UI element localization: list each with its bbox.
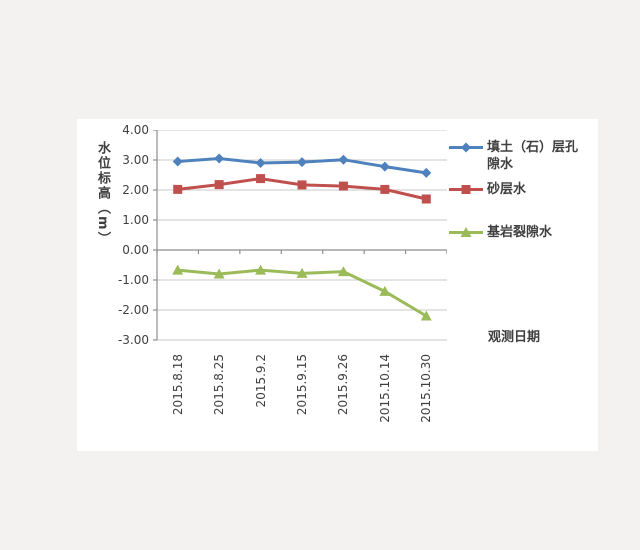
series-diamond (172, 153, 432, 178)
legend-item[interactable]: 基岩裂隙水 (449, 224, 583, 244)
data-point-marker (214, 153, 225, 164)
legend-item[interactable]: 填土（石）层孔隙水 (449, 139, 583, 173)
data-point-marker (461, 185, 471, 194)
chart-panel: 水位标高（m） 4.00 3.00 2.00 1.00 0.00 -1.00 -2.00 -3… (77, 119, 598, 451)
y-tick-label: 2.00 (122, 183, 149, 197)
series-triangle (172, 264, 432, 321)
series-square (173, 174, 431, 204)
data-point-marker (214, 180, 224, 190)
data-point-marker (213, 268, 225, 279)
data-point-marker (296, 267, 308, 278)
data-point-marker (421, 194, 431, 204)
data-point-marker (461, 142, 471, 153)
y-tick-label: -1.00 (117, 273, 149, 287)
y-axis-title: 水位标高（m） (95, 141, 110, 247)
data-point-marker (379, 161, 390, 172)
data-point-marker (379, 285, 391, 296)
y-tick-label: 4.00 (122, 123, 149, 137)
y-tick-label: -2.00 (117, 303, 149, 317)
legend: 填土（石）层孔隙水砂层水基岩裂隙水 (449, 139, 583, 244)
data-point-marker (338, 181, 348, 191)
legend-label: 填土（石）层孔隙水 (487, 140, 579, 172)
data-point-marker (420, 310, 432, 321)
y-tick-label: -3.00 (117, 333, 149, 347)
y-tick-label: 3.00 (122, 153, 149, 167)
data-point-marker (380, 184, 390, 194)
data-point-marker (172, 264, 184, 275)
legend-item[interactable]: 砂层水 (449, 181, 583, 201)
x-axis-title: 观测日期 (488, 330, 541, 345)
legend-square-marker-icon (449, 185, 483, 194)
legend-label: 基岩裂隙水 (487, 225, 553, 240)
data-point-marker (173, 184, 183, 194)
y-tick-label: 1.00 (122, 213, 149, 227)
data-point-marker (421, 167, 432, 178)
data-point-marker (172, 156, 183, 167)
legend-label: 砂层水 (487, 182, 527, 197)
plot-area (153, 130, 447, 341)
y-tick-label: 0.00 (122, 243, 149, 257)
legend-triangle-marker-icon (449, 227, 483, 237)
data-point-marker (297, 157, 307, 168)
data-point-marker (256, 174, 266, 184)
legend-diamond-marker-icon (449, 142, 483, 153)
data-point-marker (460, 227, 472, 237)
data-point-marker (297, 180, 307, 190)
data-point-marker (337, 266, 349, 277)
data-point-marker (338, 154, 349, 165)
data-point-marker (255, 264, 267, 275)
